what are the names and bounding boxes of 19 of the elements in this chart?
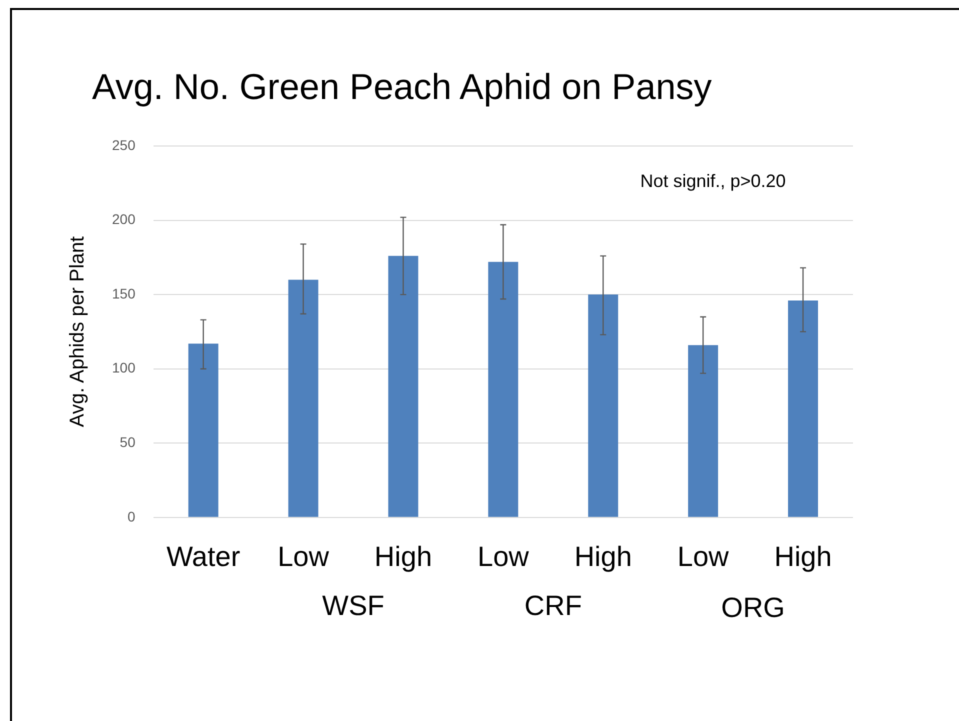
y-axis-title: Avg. Aphids per Plant <box>66 236 89 428</box>
x-tick-label: Low <box>278 540 330 572</box>
y-tick-label: 0 <box>128 508 136 524</box>
x-tick-label: Water <box>166 540 240 572</box>
y-tick-label: 100 <box>112 360 136 376</box>
text: ORG <box>721 592 785 624</box>
chart-title: Avg. No. Green Peach Aphid on Pansy <box>92 66 712 108</box>
annotation: Not signif., p>0.20 <box>640 170 786 191</box>
y-tick-label: 250 <box>112 136 136 153</box>
x-tick-label: High <box>574 540 632 572</box>
text: CRF <box>524 590 582 622</box>
x-tick-label: High <box>374 540 432 572</box>
y-tick-label: 200 <box>112 211 136 228</box>
x-tick-label: High <box>774 540 832 572</box>
y-tick-label: 50 <box>120 434 136 450</box>
x-tick-label: Low <box>477 540 530 572</box>
x-tick-label: Low <box>677 540 730 572</box>
text: WSF <box>322 590 384 622</box>
y-tick-label: 150 <box>112 285 136 302</box>
